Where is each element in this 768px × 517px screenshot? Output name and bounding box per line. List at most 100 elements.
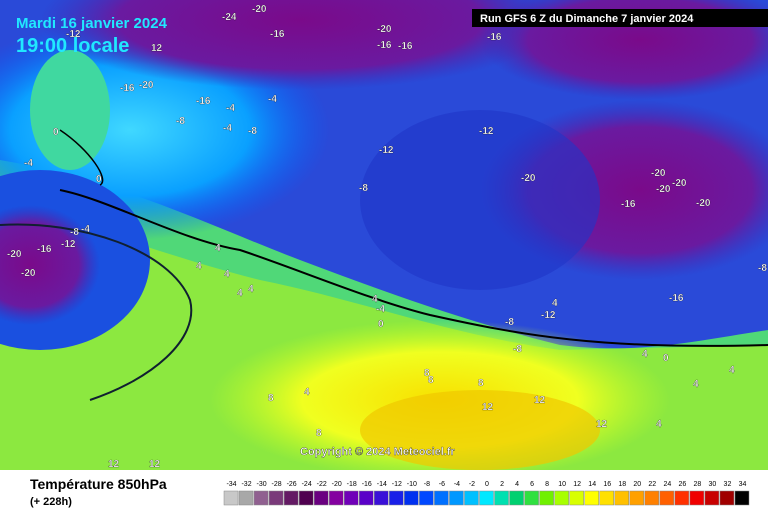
scale-swatch <box>238 490 254 506</box>
scale-label: -14 <box>377 481 387 488</box>
valid-date: Mardi 16 janvier 2024 <box>16 15 168 32</box>
scale-swatch <box>419 490 434 506</box>
contour-label: 4 <box>372 294 378 305</box>
scale-label: 22 <box>648 481 656 488</box>
contour-label: 4 <box>248 284 254 295</box>
scale-label: 20 <box>633 481 641 488</box>
scale-label: 2 <box>500 481 504 488</box>
contour-label: -16 <box>621 199 636 210</box>
contour-label: -20 <box>252 4 267 15</box>
scale-label: 10 <box>558 481 566 488</box>
contour-label: -4 <box>376 304 385 315</box>
scale-swatch <box>494 490 509 506</box>
scale-swatch <box>644 490 660 506</box>
scale-swatch <box>629 490 645 506</box>
scale-label: 4 <box>515 481 519 488</box>
scale-label: -34 <box>226 481 236 488</box>
scale-label: 12 <box>573 481 581 488</box>
contour-label: -4 <box>24 158 33 169</box>
contour-label: -4 <box>226 103 235 114</box>
scale-label: 34 <box>739 481 747 488</box>
contour-label: -8 <box>176 116 185 127</box>
contour-label: -16 <box>487 32 502 43</box>
color-scale: -34 -32 -30 -28 -26 -24 -22 -20 -18 -16 -14 -12 -10-… <box>223 481 750 506</box>
scale-label: -24 <box>302 481 312 488</box>
scale-label: -16 <box>362 481 372 488</box>
contour-label: 0 <box>96 174 102 185</box>
scale-swatch <box>298 490 314 506</box>
scale-swatch <box>584 490 599 506</box>
contour-label: 4 <box>215 243 221 254</box>
contour-label: -12 <box>379 145 394 156</box>
contour-label: -4 <box>81 224 90 235</box>
scale-swatch <box>509 490 524 506</box>
scale-label: 0 <box>485 481 489 488</box>
scale-label: 28 <box>694 481 702 488</box>
scale-swatch <box>704 490 720 506</box>
scale-label: -26 <box>287 481 297 488</box>
contour-label: 8 <box>478 378 484 389</box>
contour-label: 12 <box>151 43 163 54</box>
scale-swatch <box>599 490 614 506</box>
scale-swatch <box>689 490 705 506</box>
contour-label: -20 <box>7 249 22 260</box>
scale-swatch <box>434 490 449 506</box>
scale-label: -30 <box>257 481 267 488</box>
scale-swatch <box>479 490 494 506</box>
contour-label: -12 <box>66 29 81 40</box>
run-info: Run GFS 6 Z du Dimanche 7 janvier 2024 <box>480 13 694 25</box>
contour-label: 8 <box>268 393 274 404</box>
contour-label: -24 <box>222 12 237 23</box>
scale-label: -2 <box>469 481 475 488</box>
contour-label: 12 <box>596 419 608 430</box>
field-title: Température 850hPa <box>30 476 167 492</box>
contour-label: 12 <box>482 402 494 413</box>
scale-label: 24 <box>663 481 671 488</box>
contour-label: -20 <box>21 268 36 279</box>
contour-label: -16 <box>398 41 413 52</box>
scale-swatch <box>449 490 464 506</box>
contour-label: -20 <box>656 184 671 195</box>
scale-swatch <box>283 490 299 506</box>
contour-label: 12 <box>534 395 546 406</box>
contour-label: -16 <box>270 29 285 40</box>
scale-swatch <box>674 490 690 506</box>
contour-label: -8 <box>505 317 514 328</box>
contour-label: -12 <box>541 310 556 321</box>
contour-label: 4 <box>304 387 310 398</box>
scale-label: 14 <box>588 481 596 488</box>
contour-label: -20 <box>696 198 711 209</box>
contour-label: 4 <box>224 269 230 280</box>
scale-swatch <box>343 490 359 506</box>
scale-label: 18 <box>618 481 626 488</box>
scale-swatch <box>464 490 479 506</box>
map-fields <box>0 0 768 480</box>
scale-label: -28 <box>272 481 282 488</box>
scale-label: -22 <box>317 481 327 488</box>
contour-label: 0 <box>378 319 384 330</box>
scale-label: 16 <box>603 481 611 488</box>
contour-label: 8 <box>428 375 434 386</box>
scale-label: -4 <box>454 481 460 488</box>
scale-label: 32 <box>724 481 732 488</box>
contour-label: -20 <box>521 173 536 184</box>
copyright: Copyright © 2024 Meteociel.fr <box>300 446 456 458</box>
scale-label: -18 <box>347 481 357 488</box>
contour-label: -16 <box>120 83 135 94</box>
contour-label: -12 <box>479 126 494 137</box>
contour-label: 4 <box>693 379 699 390</box>
contour-label: 12 <box>149 459 161 470</box>
scale-label: 8 <box>545 481 549 488</box>
contour-label: -4 <box>223 123 232 134</box>
scale-swatch <box>389 490 404 506</box>
contour-label: 4 <box>642 349 648 360</box>
contour-label: 4 <box>196 261 202 272</box>
scale-swatch <box>734 490 750 506</box>
valid-time: 19:00 locale <box>16 35 129 57</box>
contour-label: 8 <box>424 368 430 379</box>
scale-swatch <box>659 490 675 506</box>
scale-swatch <box>253 490 269 506</box>
contour-label: -8 <box>359 183 368 194</box>
scale-label: -6 <box>439 481 445 488</box>
contour-label: 4 <box>237 288 243 299</box>
